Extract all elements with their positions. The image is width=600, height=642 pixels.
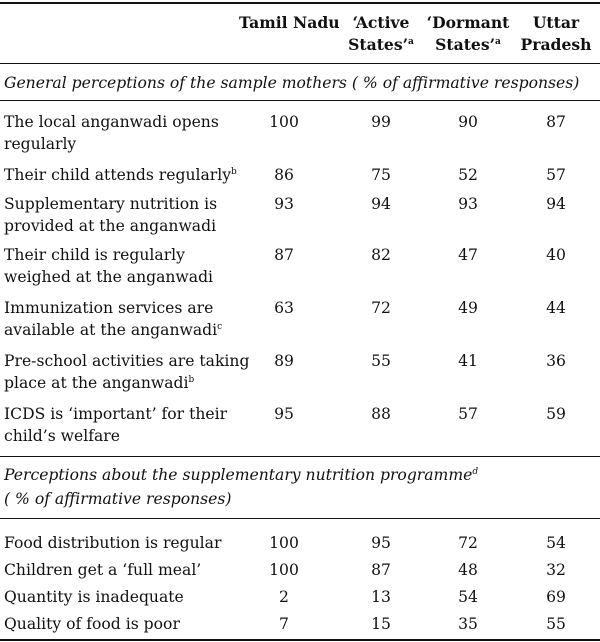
section2-title-cont: ( % of affirmative responses) <box>4 490 232 508</box>
section2-top-rule <box>0 456 600 457</box>
cell-uttar-pradesh: 36 <box>546 352 566 370</box>
row-label-cont: place at the anganwadib <box>4 374 195 392</box>
row-label-cont: regularly <box>4 135 77 153</box>
cell-active-states: 13 <box>371 588 391 606</box>
header-rule <box>0 63 600 64</box>
section2-title: Perceptions about the supplementary nutr… <box>4 466 479 484</box>
cell-active-states: 87 <box>371 561 391 579</box>
cell-dormant-states: 49 <box>458 299 478 317</box>
cell-tamil-nadu: 100 <box>269 113 299 131</box>
cell-dormant-states: 54 <box>458 588 478 606</box>
row-label: ICDS is ‘important’ for their <box>4 405 228 423</box>
col-header-tamil-nadu: Tamil Nadu <box>239 13 340 32</box>
cell-dormant-states: 90 <box>458 113 478 131</box>
row-label-cont: child’s welfare <box>4 427 120 445</box>
cell-uttar-pradesh: 94 <box>546 195 566 213</box>
cell-dormant-states: 35 <box>458 615 478 633</box>
cell-active-states: 95 <box>371 534 391 552</box>
cell-active-states: 99 <box>371 113 391 131</box>
row-label: Children get a ‘full meal’ <box>4 561 202 579</box>
cell-tamil-nadu: 100 <box>269 561 299 579</box>
cell-tamil-nadu: 89 <box>274 352 294 370</box>
cell-tamil-nadu: 7 <box>279 615 289 633</box>
col-header-dormant-states-line1: ‘Dormant <box>426 13 510 32</box>
cell-uttar-pradesh: 57 <box>546 166 566 184</box>
row-label: Their child attends regularlyb <box>4 166 237 184</box>
cell-dormant-states: 41 <box>458 352 478 370</box>
cell-dormant-states: 48 <box>458 561 478 579</box>
row-label: Food distribution is regular <box>4 534 222 552</box>
col-header-active-states-line2: States’a <box>348 35 414 54</box>
section2-rule <box>0 518 600 519</box>
cell-uttar-pradesh: 59 <box>546 405 566 423</box>
col-header-uttar-pradesh-line2: Pradesh <box>520 35 592 54</box>
cell-uttar-pradesh: 40 <box>546 246 566 264</box>
row-label: Immunization services are <box>4 299 214 317</box>
row-label: Quantity is inadequate <box>4 588 184 606</box>
col-header-uttar-pradesh-line1: Uttar <box>532 13 580 32</box>
cell-uttar-pradesh: 44 <box>546 299 566 317</box>
cell-tamil-nadu: 100 <box>269 534 299 552</box>
cell-active-states: 82 <box>371 246 391 264</box>
row-label-cont: provided at the anganwadi <box>4 217 217 235</box>
section1-title: General perceptions of the sample mother… <box>4 74 580 92</box>
section1-rule <box>0 100 600 101</box>
cell-uttar-pradesh: 87 <box>546 113 566 131</box>
cell-active-states: 55 <box>371 352 391 370</box>
cell-active-states: 94 <box>371 195 391 213</box>
cell-dormant-states: 57 <box>458 405 478 423</box>
cell-tamil-nadu: 63 <box>274 299 294 317</box>
col-header-dormant-states-line2: States’a <box>435 35 501 54</box>
cell-active-states: 72 <box>371 299 391 317</box>
cell-uttar-pradesh: 69 <box>546 588 566 606</box>
cell-dormant-states: 93 <box>458 195 478 213</box>
cell-tamil-nadu: 95 <box>274 405 294 423</box>
row-label: The local anganwadi opens <box>4 113 219 131</box>
cell-uttar-pradesh: 32 <box>546 561 566 579</box>
row-label: Quality of food is poor <box>4 615 180 633</box>
cell-tamil-nadu: 93 <box>274 195 294 213</box>
cell-tamil-nadu: 87 <box>274 246 294 264</box>
table-bottom-rule <box>0 639 600 641</box>
cell-dormant-states: 72 <box>458 534 478 552</box>
row-label: Supplementary nutrition is <box>4 195 218 213</box>
row-label-cont: weighed at the anganwadi <box>4 268 214 286</box>
cell-dormant-states: 52 <box>458 166 478 184</box>
cell-uttar-pradesh: 54 <box>546 534 566 552</box>
cell-dormant-states: 47 <box>458 246 478 264</box>
cell-uttar-pradesh: 55 <box>546 615 566 633</box>
row-label-cont: available at the anganwadic <box>4 321 223 339</box>
cell-tamil-nadu: 2 <box>279 588 289 606</box>
table-top-rule <box>0 2 600 4</box>
row-label: Pre-school activities are taking <box>4 352 250 370</box>
cell-active-states: 88 <box>371 405 391 423</box>
row-label: Their child is regularly <box>4 246 185 264</box>
cell-active-states: 75 <box>371 166 391 184</box>
col-header-active-states-line1: ‘Active <box>352 13 410 32</box>
cell-active-states: 15 <box>371 615 391 633</box>
cell-tamil-nadu: 86 <box>274 166 294 184</box>
